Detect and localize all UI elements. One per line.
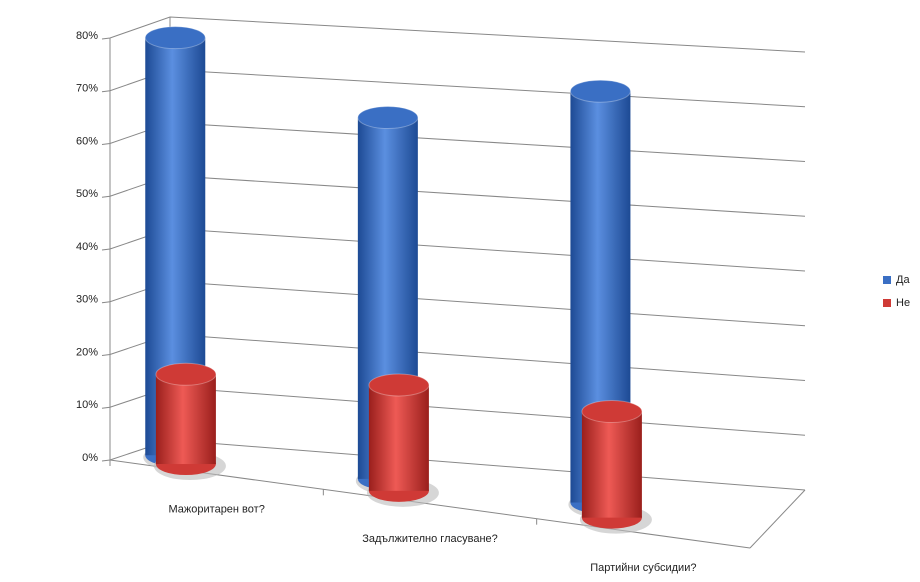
x-tick-label: Задължително гласуване? <box>362 533 498 545</box>
axis-line <box>749 489 806 549</box>
y-tick-label: 80% <box>76 30 98 42</box>
cylinder-top <box>155 362 217 386</box>
legend-label: Да <box>896 274 910 286</box>
cylinder-top <box>357 106 419 130</box>
y-tick-label: 50% <box>76 188 98 200</box>
legend-label: Не <box>896 297 910 309</box>
x-tick-label: Партийни субсидии? <box>590 562 696 574</box>
legend-swatch <box>883 276 891 284</box>
bar <box>368 384 429 491</box>
y-tick-label: 10% <box>76 399 98 411</box>
y-tick-label: 0% <box>82 452 98 464</box>
cylinder <box>153 362 226 481</box>
legend-swatch <box>883 299 891 307</box>
grid-line <box>101 280 806 327</box>
y-tick-label: 20% <box>76 346 98 358</box>
grid-line <box>101 439 806 491</box>
grid-line <box>101 333 806 381</box>
cylinder-top <box>368 373 430 397</box>
cylinder <box>579 400 652 534</box>
y-tick-label: 60% <box>76 135 98 147</box>
grid-line <box>101 122 806 162</box>
y-tick-label: 30% <box>76 294 98 306</box>
x-tick-label: Мажоритарен вот? <box>169 504 265 516</box>
bar <box>581 411 642 518</box>
grid-line <box>101 227 806 272</box>
grid-line <box>101 175 806 217</box>
y-tick-label: 70% <box>76 83 98 95</box>
grid-line <box>101 386 806 436</box>
grid-line <box>101 69 806 108</box>
cylinder-top <box>569 79 631 103</box>
grid-line <box>101 16 806 53</box>
cylinder-top <box>581 400 643 424</box>
y-tick-label: 40% <box>76 241 98 253</box>
cylinder <box>366 373 439 507</box>
bar <box>155 374 216 465</box>
cylinder-top <box>144 26 206 50</box>
